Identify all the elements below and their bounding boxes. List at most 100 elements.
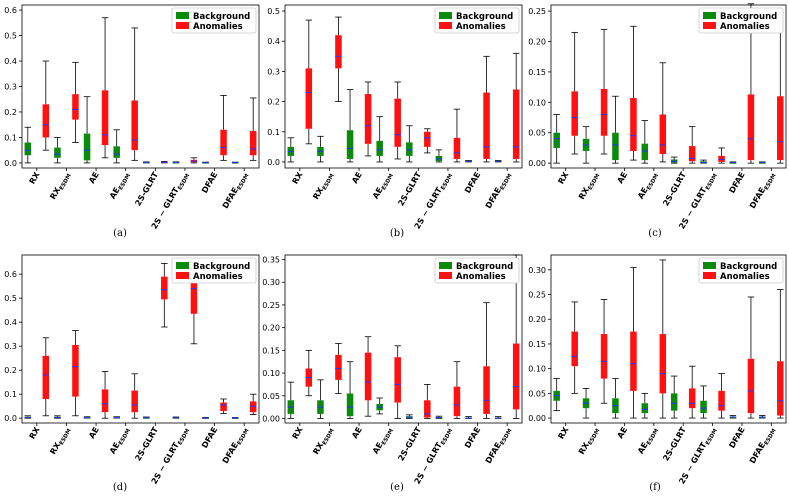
background-box — [729, 162, 737, 164]
category-subscript: ESDM — [322, 428, 336, 446]
y-tick-label: 0.3 — [267, 67, 280, 76]
panel-caption: (e) — [390, 482, 404, 493]
category-subscript: ESDM — [646, 173, 660, 191]
anomalies-box — [453, 386, 461, 417]
anomalies-box — [42, 104, 50, 138]
legend-swatch — [439, 22, 452, 29]
y-tick-label: 0.2 — [4, 108, 17, 117]
category-subscript: ESDM — [440, 428, 454, 446]
legend-label: Background — [456, 262, 513, 272]
category-label: AEESDM — [371, 171, 395, 202]
anomalies-box — [335, 354, 342, 380]
y-tick-label: 0.3 — [4, 83, 17, 92]
axes-frame — [284, 254, 523, 424]
category-subscript: ESDM — [118, 428, 132, 446]
category-subscript: ESDM — [646, 428, 660, 446]
anomalies-box — [777, 361, 784, 416]
anomalies-box — [483, 92, 490, 159]
panel-caption: (b) — [390, 228, 404, 239]
anomalies-box — [483, 366, 490, 414]
category-label: AE — [87, 171, 101, 186]
category-label: DFAE — [200, 171, 219, 195]
anomalies-box — [600, 334, 608, 379]
anomalies-box — [718, 390, 725, 411]
background-box — [346, 130, 354, 159]
y-tick-label: 0.5 — [4, 32, 17, 41]
anomalies-box — [364, 352, 372, 401]
panel-e: 0.00 0.05 0.10 0.15 0.20 0.25 0.30 0.35 RX RXESDM… — [262, 254, 523, 493]
anomalies-box — [512, 89, 520, 159]
category-subscript: ESDM — [587, 428, 601, 446]
y-tick-label: 0.15 — [262, 346, 280, 355]
y-tick-label: 0.30 — [262, 278, 280, 287]
axes-frame — [550, 4, 787, 169]
legend-swatch — [176, 262, 189, 269]
anomalies-box — [630, 331, 637, 391]
category-label: AEESDM — [108, 171, 132, 202]
y-tick-label: 0.35 — [262, 256, 280, 265]
anomalies-box — [777, 96, 784, 161]
category-label: DFAEESDM — [221, 171, 251, 212]
category-subscript: ESDM — [59, 428, 73, 446]
background-box — [83, 133, 91, 161]
category-subscript: ESDM — [705, 173, 719, 191]
category-label: DFAEESDM — [221, 426, 251, 467]
y-tick-label: 0.05 — [528, 129, 546, 138]
anomalies-box — [600, 88, 608, 136]
anomalies-box — [220, 129, 227, 156]
category-label: RX — [556, 425, 570, 441]
category-subscript: ESDM — [59, 173, 73, 191]
category-label: 2S-GLRT — [661, 425, 688, 463]
legend-label: Background — [456, 12, 513, 22]
anomalies-box — [659, 114, 667, 155]
legend-label: Background — [193, 262, 250, 272]
background-box — [641, 143, 649, 161]
panel-f: 0.00 0.05 0.10 0.15 0.20 0.25 0.30 RX RXESDM AE AE… — [528, 254, 787, 493]
panel-c: 0.00 0.05 0.10 0.15 0.20 0.25 RX RXESDM AE AEESDM… — [528, 3, 787, 239]
legend-box — [698, 7, 784, 34]
category-label: AE — [616, 426, 630, 441]
category-label: AE — [350, 426, 364, 441]
y-tick-label: 0.1 — [4, 390, 17, 399]
category-label: DFAEESDM — [748, 426, 778, 467]
y-tick-label: 0.20 — [262, 324, 280, 333]
anomalies-box — [424, 131, 431, 147]
category-subscript: ESDM — [322, 173, 336, 191]
legend-box — [171, 7, 257, 34]
category-label: DFAEESDM — [484, 426, 514, 467]
category-subscript: ESDM — [705, 428, 719, 446]
background-box — [759, 162, 766, 164]
legend-label: Anomalies — [193, 22, 243, 32]
anomalies-box — [630, 98, 637, 151]
y-tick-label: 0.00 — [262, 414, 280, 423]
category-label: AE — [350, 171, 364, 186]
anomalies-box — [305, 68, 313, 129]
legend-swatch — [439, 262, 452, 269]
y-tick-label: 0.4 — [267, 37, 280, 46]
category-label: AEESDM — [371, 426, 395, 457]
category-label: RXESDM — [577, 171, 602, 203]
background-box — [54, 147, 61, 158]
anomalies-box — [161, 276, 168, 300]
anomalies-box — [747, 94, 755, 161]
category-label: RXESDM — [311, 171, 336, 203]
legend-swatch — [703, 12, 716, 19]
anomalies-box — [718, 155, 725, 162]
category-subscript: ESDM — [177, 173, 191, 191]
category-label: DFAE — [200, 426, 219, 450]
anomalies-box — [424, 400, 431, 418]
y-tick-label: 0.1 — [267, 128, 280, 137]
legend-label: Background — [193, 12, 250, 22]
category-subscript: ESDM — [764, 173, 778, 191]
category-label: RXESDM — [577, 426, 602, 458]
category-label: AE — [616, 171, 630, 186]
category-subscript: ESDM — [764, 428, 778, 446]
panel-d: 0.0 0.1 0.2 0.3 0.4 0.5 0.6 RX RXESDM AE AEESDM 2S-… — [4, 254, 260, 493]
background-box — [346, 393, 354, 417]
background-box — [670, 393, 678, 411]
y-tick-label: 0.30 — [528, 266, 546, 275]
axes-frame — [550, 254, 787, 424]
y-tick-label: 0.1 — [4, 133, 17, 142]
panel-caption: (f) — [649, 482, 661, 493]
y-tick-label: 0.0 — [267, 158, 280, 167]
